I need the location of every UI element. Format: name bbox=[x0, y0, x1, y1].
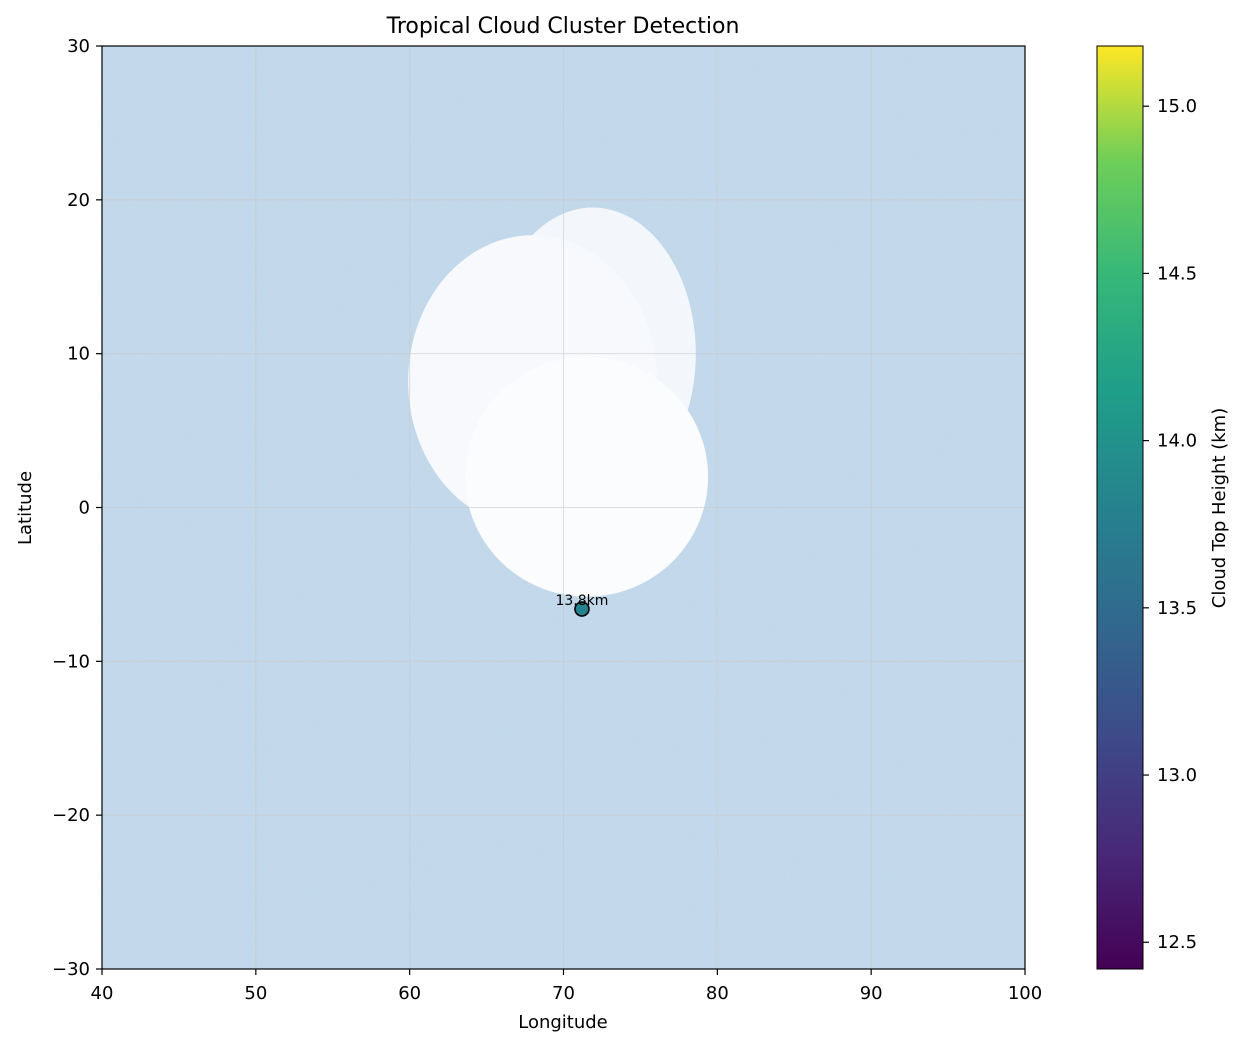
x-tick-label: 100 bbox=[1008, 983, 1042, 1004]
y-tick-label: −20 bbox=[52, 805, 90, 826]
y-axis-title: Latitude bbox=[15, 471, 36, 545]
colorbar-tick-label: 14.0 bbox=[1157, 431, 1197, 452]
colorbar-tick-label: 14.5 bbox=[1157, 263, 1197, 284]
y-tick-label: 10 bbox=[67, 344, 90, 365]
x-tick-label: 90 bbox=[860, 983, 883, 1004]
y-tick-label: 30 bbox=[67, 36, 90, 57]
colorbar: 12.5 13.0 13.5 14.0 14.5 15.0 Cloud Top Heigh… bbox=[1096, 45, 1230, 970]
x-axis-title: Longitude bbox=[518, 1012, 608, 1033]
x-tick-label: 60 bbox=[398, 983, 421, 1004]
x-axis: 40 50 60 70 80 90 100 bbox=[91, 969, 1042, 1004]
y-tick-label: 20 bbox=[67, 190, 90, 211]
plot-area: 13.8km bbox=[101, 45, 1026, 970]
x-tick-label: 70 bbox=[552, 983, 575, 1004]
x-tick-label: 50 bbox=[244, 983, 267, 1004]
y-tick-label: −30 bbox=[52, 959, 90, 980]
chart-title: Tropical Cloud Cluster Detection bbox=[386, 14, 740, 39]
colorbar-gradient bbox=[1096, 45, 1144, 970]
x-tick-label: 40 bbox=[91, 983, 114, 1004]
colorbar-tick-label: 13.5 bbox=[1157, 598, 1197, 619]
colorbar-tick-label: 12.5 bbox=[1157, 932, 1197, 953]
cluster-point-label: 13.8km bbox=[555, 593, 608, 609]
y-tick-label: −10 bbox=[52, 651, 90, 672]
colorbar-tick-label: 15.0 bbox=[1157, 96, 1197, 117]
colorbar-label: Cloud Top Height (km) bbox=[1209, 408, 1230, 608]
colorbar-tick-label: 13.0 bbox=[1157, 765, 1197, 786]
x-tick-label: 80 bbox=[706, 983, 729, 1004]
cluster-point bbox=[574, 601, 590, 617]
cloud-cluster-2 bbox=[465, 356, 709, 597]
y-tick-label: 0 bbox=[79, 498, 90, 519]
y-axis: −30 −20 −10 0 10 20 30 bbox=[52, 36, 102, 980]
